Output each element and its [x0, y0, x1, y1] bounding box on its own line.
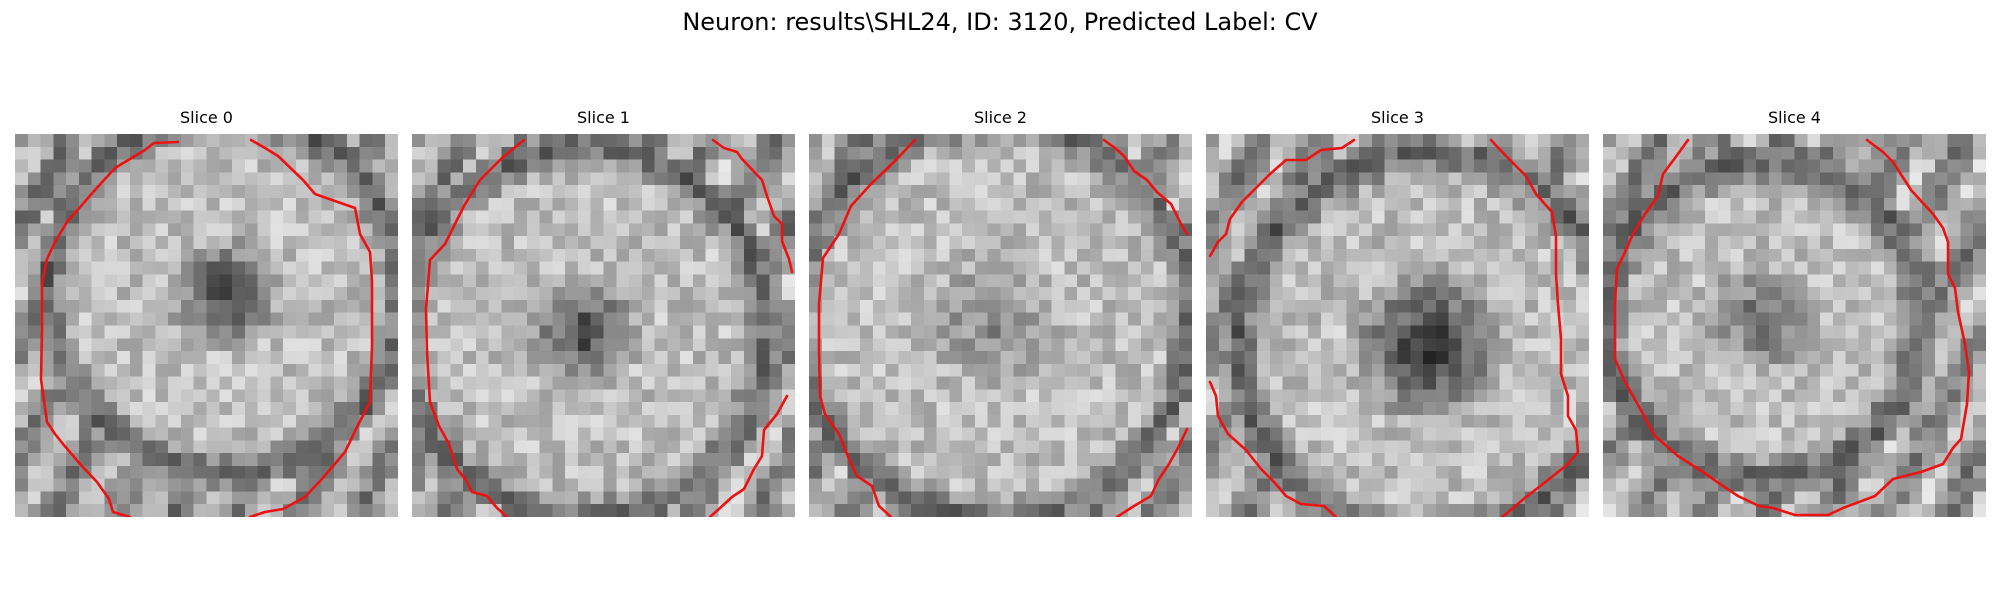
slice-4-title: Slice 4	[1768, 108, 1821, 127]
slice-0-title: Slice 0	[180, 108, 233, 127]
slice-2-contour	[817, 138, 1189, 517]
slice-3-contour-line-3	[1208, 380, 1338, 517]
slice-3-title: Slice 3	[1371, 108, 1424, 127]
slice-4-contour	[1613, 138, 1971, 517]
slice-2-contour-line-2	[1102, 138, 1189, 236]
slice-3-contour	[1208, 138, 1580, 517]
slice-3-image	[1206, 134, 1589, 517]
figure-title: Neuron: results\SHL24, ID: 3120, Predict…	[682, 8, 1318, 36]
slice-0-contour-line-2	[248, 138, 374, 517]
slice-0-contour-line	[39, 140, 180, 517]
slice-0-contour	[39, 138, 374, 517]
slice-4-contour-line	[1613, 138, 1971, 517]
slice-2-title: Slice 2	[974, 108, 1027, 127]
slice-1-contour-line-2	[711, 138, 794, 274]
slice-4-image	[1603, 134, 1986, 517]
slice-3-contour-line-2	[1489, 138, 1580, 517]
slice-1-contour-line-3	[708, 394, 789, 517]
slice-2-image	[809, 134, 1192, 517]
slice-1-title: Slice 1	[577, 108, 630, 127]
slice-1-contour-line	[424, 138, 526, 517]
slice-1-image	[412, 134, 795, 517]
slice-3-contour-line	[1208, 138, 1356, 258]
slice-2-contour-line-3	[1115, 427, 1189, 517]
slice-2-contour-line	[817, 138, 917, 517]
slice-1-contour	[424, 138, 794, 517]
slice-0-image	[15, 134, 398, 517]
